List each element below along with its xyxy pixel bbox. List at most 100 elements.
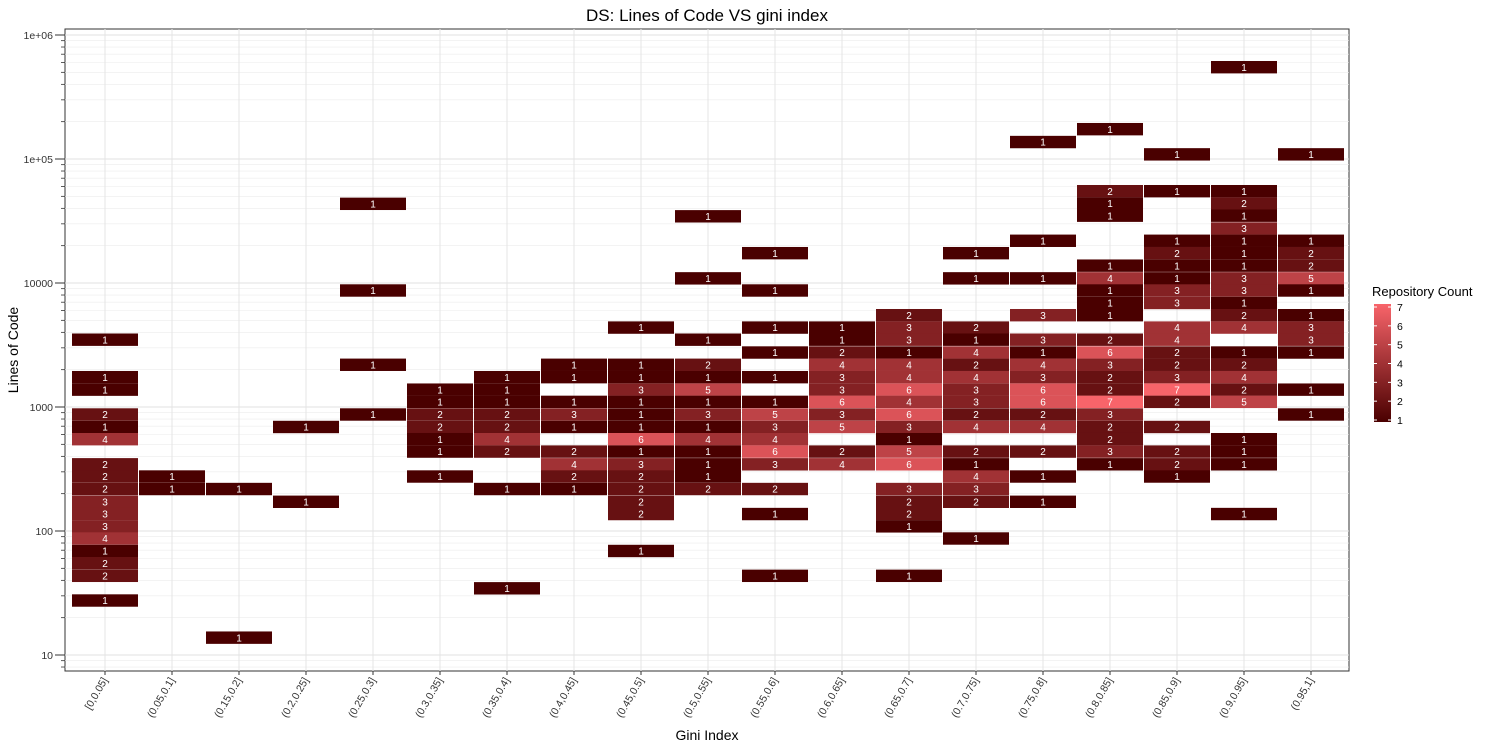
x-tick-label: (0.45,0.5] xyxy=(614,675,647,719)
heatmap-cell xyxy=(876,495,942,508)
heatmap-cell xyxy=(541,458,607,471)
heatmap-cell xyxy=(809,420,875,434)
cell-label: 1 xyxy=(1040,236,1046,247)
cell-label: 1 xyxy=(705,274,711,285)
heatmap-cell xyxy=(1211,308,1277,322)
heatmap-cell xyxy=(474,432,540,446)
x-tick-label: (0.75,0.8] xyxy=(1016,675,1049,719)
heatmap-cell xyxy=(608,358,674,371)
heatmap-cell xyxy=(1077,383,1143,396)
heatmap-cell xyxy=(943,445,1009,458)
cell-label: 2 xyxy=(102,571,108,582)
cell-label: 1 xyxy=(504,584,510,595)
heatmap-cell xyxy=(742,458,808,471)
heatmap-cell xyxy=(1144,458,1210,471)
cell-label: 1 xyxy=(705,397,711,408)
heatmap-cell xyxy=(876,445,942,458)
heatmap-cell xyxy=(876,520,942,533)
cell-label: 3 xyxy=(839,373,845,384)
cell-label: 3 xyxy=(772,423,778,434)
heatmap-cell xyxy=(608,445,674,458)
heatmap-cell xyxy=(1010,346,1076,359)
heatmap-cell xyxy=(876,321,942,334)
cell-label: 3 xyxy=(571,410,577,421)
cell-label: 1 xyxy=(1107,125,1113,136)
heatmap-cell xyxy=(1010,420,1076,434)
heatmap-cell xyxy=(742,420,808,434)
cell-label: 2 xyxy=(973,447,979,458)
heatmap-cell xyxy=(742,395,808,409)
heatmap-cell xyxy=(72,594,138,607)
cell-label: 1 xyxy=(236,633,242,644)
heatmap-cell xyxy=(1077,420,1143,434)
cell-label: 1 xyxy=(1107,460,1113,471)
cell-label: 5 xyxy=(705,385,711,396)
heatmap-cell xyxy=(72,556,138,570)
heatmap-cell xyxy=(407,445,473,458)
heatmap-cell xyxy=(1278,408,1344,421)
heatmap-cell xyxy=(1211,209,1277,222)
cell-label: 1 xyxy=(437,472,443,483)
x-axis-label: Gini Index xyxy=(675,727,738,743)
cell-label: 2 xyxy=(973,360,979,371)
heatmap-cell xyxy=(675,370,741,384)
heatmap-cell xyxy=(72,370,138,384)
heatmap-cell xyxy=(474,408,540,421)
cell-label: 1 xyxy=(169,485,175,496)
cell-label: 4 xyxy=(973,348,979,359)
cell-label: 2 xyxy=(906,510,912,521)
heatmap-cell xyxy=(1144,148,1210,161)
x-tick-label: (0.95,1] xyxy=(1288,675,1316,712)
cell-label: 1 xyxy=(1174,150,1180,161)
heatmap-cell xyxy=(876,420,942,434)
heatmap-cell xyxy=(1211,272,1277,285)
heatmap-cell xyxy=(608,458,674,471)
heatmap-cell xyxy=(1144,284,1210,297)
cell-label: 1 xyxy=(772,510,778,521)
cell-label: 6 xyxy=(1107,348,1113,359)
heatmap-cell xyxy=(1010,308,1076,322)
cell-label: 4 xyxy=(973,472,979,483)
cell-label: 2 xyxy=(1107,435,1113,446)
heatmap-cell xyxy=(1211,346,1277,359)
cell-label: 1 xyxy=(236,485,242,496)
heatmap-cell xyxy=(1077,432,1143,446)
cell-label: 2 xyxy=(1308,249,1314,260)
cell-label: 7 xyxy=(1107,397,1113,408)
heatmap-cell xyxy=(1077,284,1143,297)
cell-label: 3 xyxy=(973,485,979,496)
cell-label: 2 xyxy=(102,410,108,421)
x-tick-label: (0.15,0.2] xyxy=(212,675,245,719)
cell-label: 1 xyxy=(370,410,376,421)
cell-label: 4 xyxy=(973,423,979,434)
cell-label: 1 xyxy=(705,373,711,384)
cell-label: 1 xyxy=(906,348,912,359)
heatmap-cell xyxy=(407,408,473,421)
cell-label: 1 xyxy=(1308,311,1314,322)
x-tick-label: [0,0.05] xyxy=(83,675,111,711)
cell-label: 2 xyxy=(1241,360,1247,371)
cell-label: 1 xyxy=(303,497,309,508)
heatmap-cell xyxy=(72,544,138,558)
cell-label: 2 xyxy=(1241,311,1247,322)
heatmap-cell xyxy=(1278,383,1344,396)
cell-label: 2 xyxy=(1241,199,1247,210)
heatmap-cell xyxy=(876,432,942,446)
cell-label: 1 xyxy=(705,335,711,346)
heatmap-cell xyxy=(1211,222,1277,235)
cell-label: 2 xyxy=(1174,360,1180,371)
cell-label: 2 xyxy=(705,485,711,496)
cell-label: 4 xyxy=(1241,373,1247,384)
heatmap-cell xyxy=(1278,148,1344,161)
heatmap-cell xyxy=(943,272,1009,285)
cell-label: 1 xyxy=(705,423,711,434)
cell-label: 1 xyxy=(973,249,979,260)
cell-label: 6 xyxy=(772,447,778,458)
cell-label: 2 xyxy=(705,360,711,371)
cell-label: 4 xyxy=(1040,360,1046,371)
heatmap-cell xyxy=(809,383,875,396)
cell-label: 1 xyxy=(1174,236,1180,247)
heatmap-cell xyxy=(943,420,1009,434)
heatmap-cell xyxy=(1077,370,1143,384)
